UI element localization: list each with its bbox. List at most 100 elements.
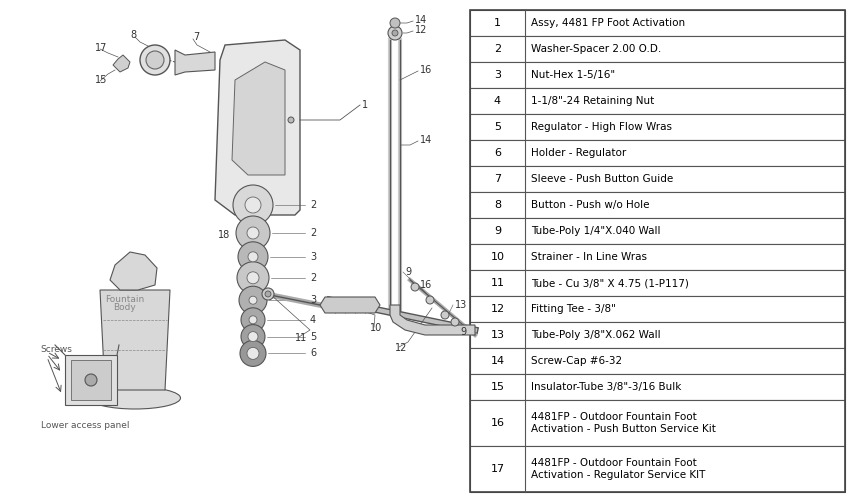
Bar: [470, 140, 845, 166]
Bar: [470, 62, 845, 88]
Circle shape: [140, 45, 170, 75]
Circle shape: [240, 340, 266, 366]
Text: 15: 15: [490, 382, 505, 392]
Text: 17: 17: [490, 464, 505, 474]
Text: Regulator - High Flow Wras: Regulator - High Flow Wras: [531, 122, 672, 132]
Text: 1: 1: [362, 100, 368, 110]
Circle shape: [392, 30, 398, 36]
Text: 12: 12: [415, 25, 428, 35]
Text: 14: 14: [420, 135, 433, 145]
Text: Tube-Poly 3/8"X.062 Wall: Tube-Poly 3/8"X.062 Wall: [531, 330, 660, 340]
Bar: [470, 218, 845, 244]
Text: 4: 4: [310, 315, 316, 325]
Circle shape: [241, 324, 265, 348]
Text: 7: 7: [494, 174, 501, 184]
Text: 9: 9: [405, 267, 411, 277]
Bar: [470, 296, 845, 322]
Text: 2: 2: [494, 44, 501, 54]
Text: 11: 11: [295, 333, 307, 343]
Text: 15: 15: [95, 75, 107, 85]
Text: 11: 11: [490, 278, 505, 288]
Text: Assy, 4481 FP Foot Activation: Assy, 4481 FP Foot Activation: [531, 18, 685, 28]
Circle shape: [146, 51, 164, 69]
Bar: [470, 36, 845, 62]
Text: 16: 16: [420, 65, 433, 75]
Circle shape: [233, 185, 273, 225]
Text: 1-1/8"-24 Retaining Nut: 1-1/8"-24 Retaining Nut: [531, 96, 654, 106]
Polygon shape: [113, 55, 130, 72]
Text: 6: 6: [310, 348, 316, 358]
Bar: [470, 446, 845, 492]
Text: 14: 14: [415, 15, 428, 25]
Text: 18: 18: [218, 230, 230, 240]
Bar: [65, 355, 117, 405]
Polygon shape: [215, 40, 300, 215]
Text: Fitting Tee - 3/8": Fitting Tee - 3/8": [531, 304, 616, 314]
Text: 6: 6: [494, 148, 501, 158]
Text: 8: 8: [494, 200, 501, 210]
Bar: [470, 400, 845, 446]
Text: 8: 8: [130, 30, 136, 40]
Circle shape: [239, 286, 267, 314]
Circle shape: [237, 262, 269, 294]
Circle shape: [388, 26, 402, 40]
Bar: [470, 270, 845, 296]
Text: 10: 10: [370, 323, 382, 333]
Circle shape: [288, 117, 294, 123]
Polygon shape: [175, 50, 215, 75]
Text: 17: 17: [95, 43, 107, 53]
Text: 1: 1: [494, 18, 501, 28]
Circle shape: [248, 252, 258, 262]
Bar: [470, 10, 845, 36]
Circle shape: [249, 316, 257, 324]
Text: Sleeve - Push Button Guide: Sleeve - Push Button Guide: [531, 174, 673, 184]
Circle shape: [238, 242, 268, 272]
Text: 7: 7: [193, 32, 199, 42]
Text: 9: 9: [494, 226, 501, 236]
Text: 10: 10: [490, 252, 505, 262]
Text: 9: 9: [460, 327, 466, 337]
Polygon shape: [232, 62, 285, 175]
Text: 2: 2: [310, 273, 316, 283]
Circle shape: [247, 348, 259, 360]
Bar: [470, 88, 845, 114]
Circle shape: [451, 318, 459, 326]
Text: 4: 4: [494, 96, 501, 106]
Text: 3: 3: [310, 295, 316, 305]
Text: 5: 5: [494, 122, 501, 132]
Text: 3: 3: [494, 70, 501, 80]
Text: Nut-Hex 1-5/16": Nut-Hex 1-5/16": [531, 70, 615, 80]
Circle shape: [262, 288, 274, 300]
Text: Holder - Regulator: Holder - Regulator: [531, 148, 626, 158]
Text: Screw-Cap #6-32: Screw-Cap #6-32: [531, 356, 622, 366]
Text: 12: 12: [395, 343, 407, 353]
Circle shape: [241, 308, 265, 332]
Circle shape: [236, 216, 270, 250]
Text: Tube - Cu 3/8" X 4.75 (1-P117): Tube - Cu 3/8" X 4.75 (1-P117): [531, 278, 688, 288]
Text: Insulator-Tube 3/8"-3/16 Bulk: Insulator-Tube 3/8"-3/16 Bulk: [531, 382, 682, 392]
Circle shape: [426, 296, 434, 304]
Bar: [470, 10, 845, 492]
Text: 13: 13: [490, 330, 505, 340]
Text: 16: 16: [420, 280, 433, 290]
Circle shape: [411, 283, 419, 291]
Bar: [71, 360, 111, 400]
Bar: [470, 374, 845, 400]
Text: Body: Body: [114, 304, 136, 312]
Circle shape: [245, 197, 261, 213]
Text: 5: 5: [310, 332, 316, 342]
Text: 13: 13: [455, 300, 468, 310]
Bar: [470, 244, 845, 270]
Polygon shape: [110, 252, 157, 290]
Polygon shape: [390, 305, 475, 335]
Polygon shape: [320, 297, 380, 313]
Text: 4481FP - Outdoor Fountain Foot
Activation - Push Button Service Kit: 4481FP - Outdoor Fountain Foot Activatio…: [531, 412, 716, 434]
Text: 14: 14: [490, 356, 505, 366]
Text: 2: 2: [310, 228, 316, 238]
Circle shape: [441, 311, 449, 319]
Text: Screws: Screws: [40, 346, 72, 354]
Bar: [470, 322, 845, 348]
Circle shape: [85, 374, 97, 386]
Text: Button - Push w/o Hole: Button - Push w/o Hole: [531, 200, 649, 210]
Bar: [470, 114, 845, 140]
